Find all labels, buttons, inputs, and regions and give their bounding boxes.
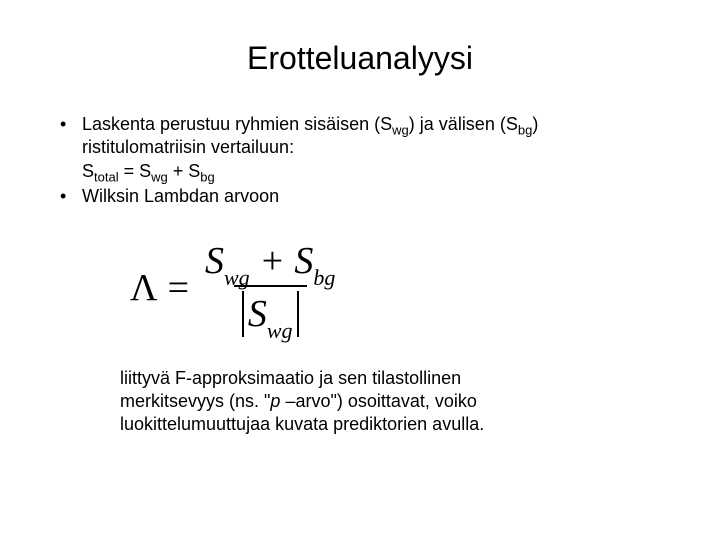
eq-mid2: + S [168,161,201,181]
det-content: Swg [244,292,297,336]
denominator: Swg [234,285,307,337]
bullet-list: Laskenta perustuu ryhmien sisäisen (Swg)… [60,113,670,209]
eq-s-total: S [82,161,94,181]
den-swg-sub: wg [267,318,293,343]
num-swg: S [205,240,224,282]
b1-text-3: ) [532,114,538,134]
b1-text-1: Laskenta perustuu ryhmien sisäisen (S [82,114,392,134]
eq-sub-wg: wg [151,169,168,184]
eq-sub-bg: bg [200,169,214,184]
eq-mid: = S [119,161,152,181]
num-plus: + [250,240,295,282]
b1-line2: ristitulomatriisin vertailuun: [82,136,670,159]
numerator: Swg + Sbg [199,239,341,285]
wilks-lambda-formula: Λ = Swg + Sbg Swg [130,239,341,337]
slide-title: Erotteluanalyysi [50,40,670,77]
equals-symbol: = [168,266,199,310]
bullet-item-2: Wilksin Lambdan arvoon [60,185,670,208]
eq-sub-total: total [94,169,119,184]
bullet-item-1: Laskenta perustuu ryhmien sisäisen (Swg)… [60,113,670,183]
slide: Erotteluanalyysi Laskenta perustuu ryhmi… [0,0,720,540]
b1-sub-1: wg [392,123,409,138]
closing-p-ital: p [270,391,280,411]
num-swg-sub: wg [224,265,250,290]
closing-l3: luokittelumuuttujaa kuvata prediktorien … [120,413,670,436]
b1-text-2: ) ja välisen (S [409,114,518,134]
closing-l2b: –arvo") osoittavat, voiko [280,391,476,411]
closing-l2: merkitsevyys (ns. "p –arvo") osoittavat,… [120,390,670,413]
det-bar-right [297,291,299,337]
lambda-symbol: Λ [130,266,168,310]
determinant: Swg [242,291,299,337]
num-sbg-sub: bg [313,265,335,290]
closing-l1: liittyvä F-approksimaatio ja sen tilasto… [120,367,670,390]
closing-paragraph: liittyvä F-approksimaatio ja sen tilasto… [120,367,670,437]
closing-l2a: merkitsevyys (ns. " [120,391,270,411]
den-swg: S [248,293,267,335]
b1-sub-2: bg [518,123,532,138]
num-sbg: S [294,240,313,282]
fraction: Swg + Sbg Swg [199,239,341,337]
formula-block: Λ = Swg + Sbg Swg [130,239,670,337]
b1-eq: Stotal = Swg + Sbg [82,160,670,183]
